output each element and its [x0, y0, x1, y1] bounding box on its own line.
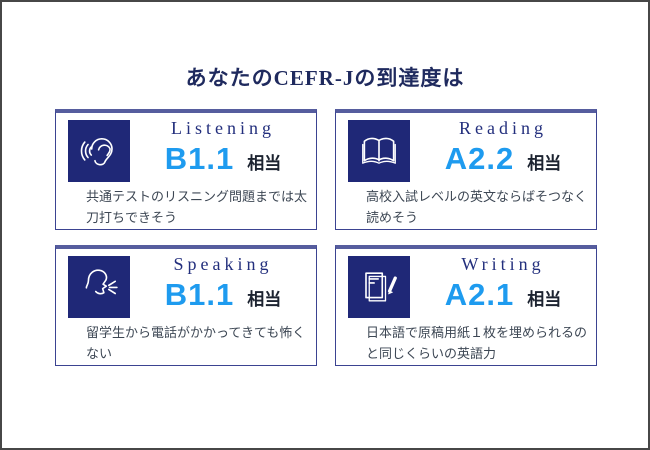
description-reading: 高校入試レベルの英文ならばそつなく読めそう [366, 189, 588, 225]
writing-icon-tile [348, 256, 410, 318]
card-listening-head: Listening B1.1 相当 [130, 113, 316, 177]
level-value-writing: A2.1 [444, 277, 515, 312]
card-reading: Reading A2.2 相当 高校入試レベルの英文ならばそつなく読めそう [335, 109, 597, 230]
speaking-icon-tile [68, 256, 130, 318]
level-suffix-reading: 相当 [527, 154, 562, 173]
card-listening: Listening B1.1 相当 共通テストのリスニング問題までは太刀打ちでき… [55, 109, 317, 230]
description-listening: 共通テストのリスニング問題までは太刀打ちできそう [86, 189, 308, 225]
card-writing-top: Writing A2.1 相当 [336, 249, 596, 318]
ear-icon [80, 138, 113, 166]
level-suffix-writing: 相当 [527, 290, 562, 309]
skill-title-writing: Writing [461, 254, 545, 274]
skill-cards-grid: Listening B1.1 相当 共通テストのリスニング問題までは太刀打ちでき… [55, 109, 597, 366]
card-writing-head: Writing A2.1 相当 [410, 249, 596, 313]
level-row-writing: A2.1 相当 [445, 277, 561, 313]
level-suffix-listening: 相当 [247, 154, 282, 173]
skill-title-reading: Reading [459, 118, 547, 138]
reading-icon-tile [348, 120, 410, 182]
document-pencil-icon [365, 272, 397, 302]
card-reading-top: Reading A2.2 相当 [336, 113, 596, 182]
level-row-reading: A2.2 相当 [445, 141, 561, 177]
level-value-listening: B1.1 [164, 141, 235, 176]
level-row-listening: B1.1 相当 [165, 141, 281, 177]
card-speaking-head: Speaking B1.1 相当 [130, 249, 316, 313]
listening-icon-tile [68, 120, 130, 182]
card-writing: Writing A2.1 相当 日本語で原稿用紙１枚を埋められるのと同じくらいの… [335, 245, 597, 366]
description-writing: 日本語で原稿用紙１枚を埋められるのと同じくらいの英語力 [366, 325, 588, 361]
card-speaking-top: Speaking B1.1 相当 [56, 249, 316, 318]
open-book-icon [362, 137, 396, 164]
card-speaking: Speaking B1.1 相当 留学生から電話がかかってきても怖くない [55, 245, 317, 366]
level-value-speaking: B1.1 [164, 277, 235, 312]
skill-title-speaking: Speaking [173, 254, 273, 274]
card-listening-top: Listening B1.1 相当 [56, 113, 316, 182]
page-title: あなたのCEFR-Jの到達度は [185, 66, 465, 90]
description-speaking: 留学生から電話がかかってきても怖くない [86, 325, 306, 361]
skill-title-listening: Listening [171, 118, 275, 138]
level-value-reading: A2.2 [444, 141, 515, 176]
card-reading-head: Reading A2.2 相当 [410, 113, 596, 177]
level-suffix-speaking: 相当 [247, 290, 282, 309]
level-row-speaking: B1.1 相当 [165, 277, 281, 313]
speaking-profile-icon [85, 269, 118, 295]
